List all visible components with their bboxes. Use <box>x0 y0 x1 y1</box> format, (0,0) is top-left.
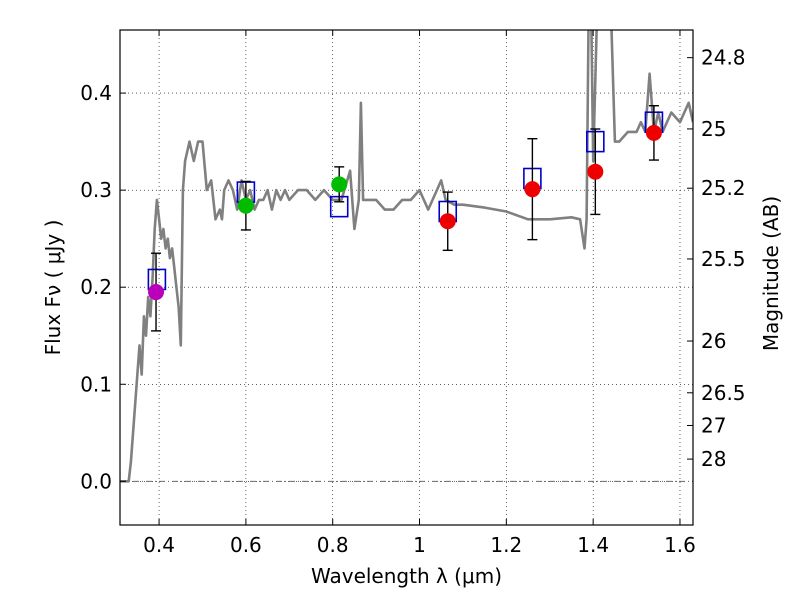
mag-tick-label-2: 25.2 <box>701 176 746 200</box>
y-tick-label-0: 0.0 <box>80 469 112 493</box>
mag-tick-label-7: 28 <box>701 447 726 471</box>
y-tick-label-4: 0.4 <box>80 81 112 105</box>
observation-point-6 <box>645 124 662 141</box>
y-tick-label-3: 0.3 <box>80 178 112 202</box>
mag-tick-label-6: 27 <box>701 413 726 437</box>
observation-point-4 <box>524 181 541 198</box>
y-tick-label-1: 0.1 <box>80 372 112 396</box>
observation-point-0 <box>148 284 165 301</box>
plot-frame <box>119 29 694 526</box>
observation-point-2 <box>331 176 348 193</box>
mag-tick-label-5: 26.5 <box>701 381 746 405</box>
mag-tick-label-4: 26 <box>701 329 726 353</box>
tick-layer: 0.4 0.6 0.8 1 1.2 1.4 1.6 0.0 0.1 0.2 0.3 0.4 24.8 25… <box>80 30 746 557</box>
observation-point-5 <box>587 163 604 180</box>
grid-layer <box>120 30 693 525</box>
observation-point-3 <box>439 213 456 230</box>
observation-point-1 <box>237 197 254 214</box>
x-tick-label-2: 0.8 <box>317 533 349 557</box>
y-axis-label-right: Magnitude (AB) <box>759 196 783 351</box>
x-tick-label-6: 1.6 <box>664 533 696 557</box>
sed-layer <box>120 30 693 483</box>
x-tick-label-4: 1.2 <box>490 533 522 557</box>
x-tick-label-1: 0.6 <box>230 533 262 557</box>
mag-tick-label-3: 25.5 <box>701 247 746 271</box>
x-axis-label: Wavelength λ (μm) <box>311 564 502 588</box>
sed-spectrum-line <box>120 30 693 483</box>
x-tick-label-0: 0.4 <box>143 533 175 557</box>
y-axis-label-left: Flux Fν ( μJy ) <box>41 220 65 356</box>
mag-tick-label-1: 25 <box>701 117 726 141</box>
x-tick-label-5: 1.4 <box>577 533 609 557</box>
y-tick-label-2: 0.2 <box>80 275 112 299</box>
x-tick-label-3: 1 <box>413 533 426 557</box>
mag-tick-label-0: 24.8 <box>701 46 746 70</box>
observation-layer <box>148 124 662 301</box>
